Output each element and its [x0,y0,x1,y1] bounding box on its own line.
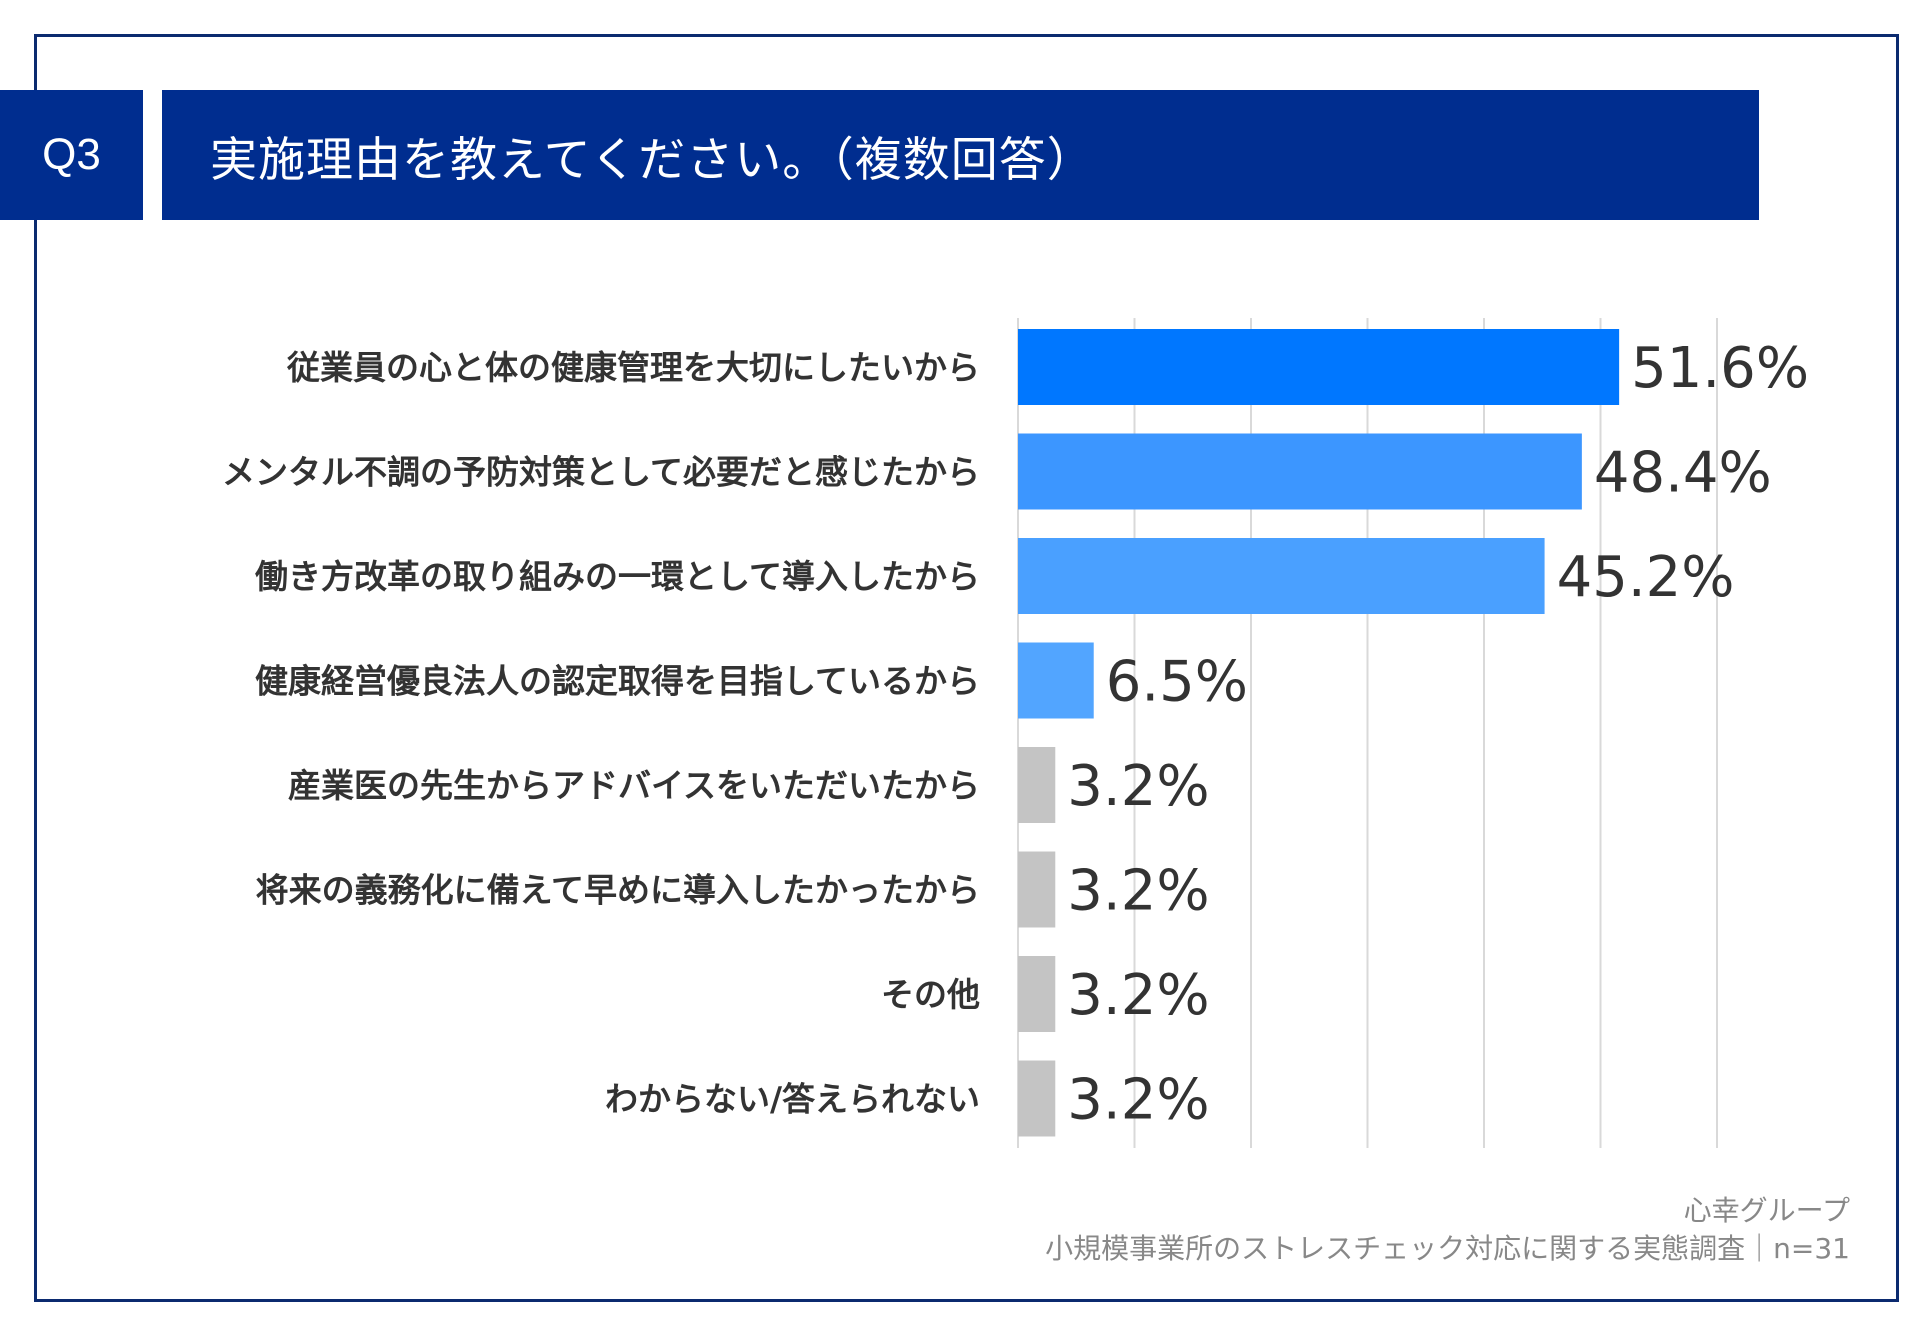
category-label: 従業員の心と体の健康管理を大切にしたいから [286,348,980,387]
value-label: 3.2% [1067,963,1209,1028]
value-labels: 51.6% 48.4% 45.2% 6.5% 3.2% 3.2% 3.2% 3.2% [1067,336,1809,1133]
bar [1018,851,1056,928]
bar [1018,538,1545,614]
bar [1018,747,1056,823]
bar [1018,433,1582,510]
category-label: 産業医の先生からアドバイスをいただいたから [288,766,980,805]
category-label: 健康経営優良法人の認定取得を目指しているから [255,662,980,701]
value-label: 3.2% [1067,754,1209,819]
category-label: わからない/答えられない [605,1080,980,1119]
value-label: 6.5% [1106,650,1248,715]
value-label: 3.2% [1067,1068,1209,1133]
bar [1018,956,1056,1032]
category-label: 将来の義務化に備えて早めに導入したかったから [256,871,980,910]
bars [1018,329,1620,1137]
footer-company: 心幸グループ [1683,1194,1850,1227]
footer: 心幸グループ 小規模事業所のストレスチェック対応に関する実態調査｜n=31 [1045,1192,1850,1268]
question-title-bar: 実施理由を教えてください。（複数回答） [162,90,1759,220]
bar [1018,329,1620,405]
question-number: Q3 [42,130,101,179]
bar [1018,1060,1056,1137]
question-title: 実施理由を教えてください。（複数回答） [210,132,1095,188]
value-label: 51.6% [1631,336,1809,401]
category-label: その他 [881,975,980,1014]
chart-frame [34,34,1899,1302]
category-label: メンタル不調の予防対策として必要だと感じたから [222,453,980,492]
bar [1018,642,1094,719]
category-label: 働き方改革の取り組みの一環として導入したから [255,557,980,596]
value-label: 45.2% [1557,545,1735,610]
value-label: 3.2% [1067,859,1209,924]
category-labels: 従業員の心と体の健康管理を大切にしたいからメンタル不調の予防対策として必要だと感… [222,348,980,1119]
question-number-badge: Q3 [0,90,143,220]
value-label: 48.4% [1594,441,1772,506]
footer-survey: 小規模事業所のストレスチェック対応に関する実態調査｜n=31 [1045,1232,1850,1265]
